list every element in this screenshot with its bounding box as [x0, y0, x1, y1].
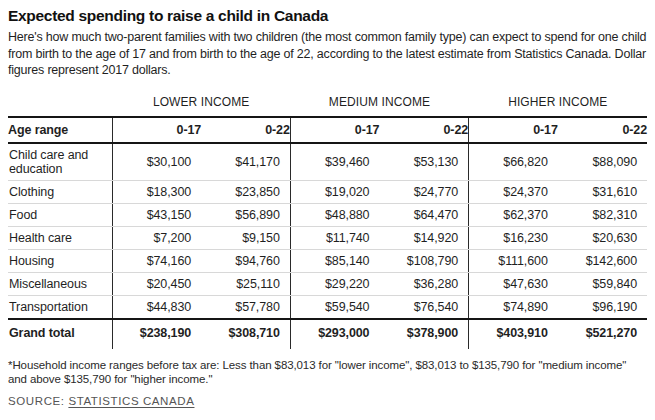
- column-header-age: 0-22: [558, 117, 647, 143]
- cell-value: $24,370: [469, 180, 558, 203]
- cell-value: $43,150: [112, 203, 201, 226]
- row-label: Health care: [8, 226, 112, 249]
- cell-value: $39,460: [290, 143, 379, 181]
- cell-value: $82,310: [558, 203, 647, 226]
- cell-value: $59,840: [558, 272, 647, 295]
- table-row-grand-total: Grand total $238,190 $308,710 $293,000 $…: [8, 319, 647, 349]
- spending-table: LOWER INCOME MEDIUM INCOME HIGHER INCOME…: [8, 90, 647, 349]
- cell-value: $53,130: [379, 143, 468, 181]
- cell-value: $20,450: [112, 272, 201, 295]
- group-header-spacer: [8, 90, 112, 117]
- cell-value: $66,820: [469, 143, 558, 181]
- cell-value: $36,280: [379, 272, 468, 295]
- cell-value: $88,090: [558, 143, 647, 181]
- source-prefix: SOURCE:: [8, 395, 65, 407]
- cell-value: $403,910: [469, 319, 558, 349]
- cell-value: $521,270: [558, 319, 647, 349]
- cell-value: $62,370: [469, 203, 558, 226]
- table-row-food: Food $43,150 $56,890 $48,880 $64,470 $62…: [8, 203, 647, 226]
- cell-value: $111,600: [469, 249, 558, 272]
- group-header-row: LOWER INCOME MEDIUM INCOME HIGHER INCOME: [8, 90, 647, 117]
- cell-value: $23,850: [201, 180, 290, 203]
- row-label: Housing: [8, 249, 112, 272]
- column-header-age: 0-22: [379, 117, 468, 143]
- cell-value: $41,170: [201, 143, 290, 181]
- cell-value: $18,300: [112, 180, 201, 203]
- table-row-health-care: Health care $7,200 $9,150 $11,740 $14,92…: [8, 226, 647, 249]
- cell-value: $9,150: [201, 226, 290, 249]
- cell-value: $29,220: [290, 272, 379, 295]
- age-range-label: Age range: [8, 117, 112, 143]
- column-header-age: 0-17: [469, 117, 558, 143]
- cell-value: $30,100: [112, 143, 201, 181]
- row-label: Transportation: [8, 295, 112, 319]
- row-label: Child care and education: [8, 143, 112, 181]
- row-label: Clothing: [8, 180, 112, 203]
- cell-value: $47,630: [469, 272, 558, 295]
- cell-value: $48,880: [290, 203, 379, 226]
- source-line: SOURCE: STATISTICS CANADA: [8, 395, 647, 407]
- column-header-age: 0-17: [290, 117, 379, 143]
- cell-value: $11,740: [290, 226, 379, 249]
- cell-value: $64,470: [379, 203, 468, 226]
- cell-value: $94,760: [201, 249, 290, 272]
- row-label: Miscellaneous: [8, 272, 112, 295]
- cell-value: $31,610: [558, 180, 647, 203]
- cell-value: $108,790: [379, 249, 468, 272]
- group-header-medium-income: MEDIUM INCOME: [290, 90, 468, 117]
- cell-value: $142,600: [558, 249, 647, 272]
- column-header-age: 0-22: [201, 117, 290, 143]
- cell-value: $56,890: [201, 203, 290, 226]
- cell-value: $7,200: [112, 226, 201, 249]
- cell-value: $293,000: [290, 319, 379, 349]
- cell-value: $74,890: [469, 295, 558, 319]
- age-range-header-row: Age range 0-17 0-22 0-17 0-22 0-17 0-22: [8, 117, 647, 143]
- cell-value: $74,160: [112, 249, 201, 272]
- row-label: Food: [8, 203, 112, 226]
- table-row-clothing: Clothing $18,300 $23,850 $19,020 $24,770…: [8, 180, 647, 203]
- cell-value: $44,830: [112, 295, 201, 319]
- cell-value: $25,110: [201, 272, 290, 295]
- cell-value: $308,710: [201, 319, 290, 349]
- cell-value: $378,900: [379, 319, 468, 349]
- source-link[interactable]: STATISTICS CANADA: [68, 395, 194, 407]
- cell-value: $238,190: [112, 319, 201, 349]
- cell-value: $57,780: [201, 295, 290, 319]
- cell-value: $20,630: [558, 226, 647, 249]
- table-row-transportation: Transportation $44,830 $57,780 $59,540 $…: [8, 295, 647, 319]
- cell-value: $85,140: [290, 249, 379, 272]
- cell-value: $14,920: [379, 226, 468, 249]
- cell-value: $96,190: [558, 295, 647, 319]
- cell-value: $76,540: [379, 295, 468, 319]
- row-label-grand-total: Grand total: [8, 319, 112, 349]
- page-subtitle: Here's how much two-parent families with…: [8, 29, 647, 79]
- cell-value: $19,020: [290, 180, 379, 203]
- group-header-higher-income: HIGHER INCOME: [469, 90, 647, 117]
- page-title: Expected spending to raise a child in Ca…: [8, 7, 647, 25]
- group-header-lower-income: LOWER INCOME: [112, 90, 290, 117]
- footnote: *Household income ranges before tax are:…: [8, 358, 647, 387]
- table-row-housing: Housing $74,160 $94,760 $85,140 $108,790…: [8, 249, 647, 272]
- cell-value: $16,230: [469, 226, 558, 249]
- cell-value: $24,770: [379, 180, 468, 203]
- column-header-age: 0-17: [112, 117, 201, 143]
- cell-value: $59,540: [290, 295, 379, 319]
- table-row-child-care: Child care and education $30,100 $41,170…: [8, 143, 647, 181]
- table-row-miscellaneous: Miscellaneous $20,450 $25,110 $29,220 $3…: [8, 272, 647, 295]
